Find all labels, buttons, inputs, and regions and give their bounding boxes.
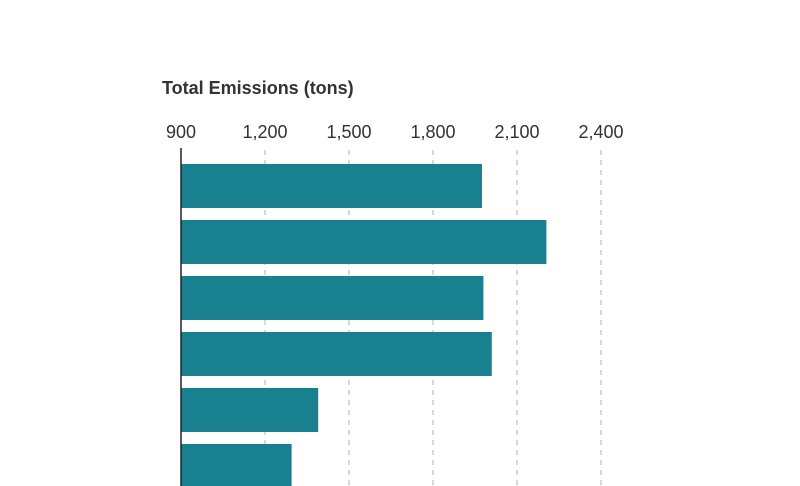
x-axis-ticks: 900 1,200 1,500 1,800 2,100 2,400 [166, 122, 624, 142]
x-tick-label: 1,200 [242, 122, 287, 142]
bar [181, 164, 482, 208]
x-tick-label: 1,500 [326, 122, 371, 142]
bar [181, 220, 547, 264]
x-tick-label: 2,400 [578, 122, 623, 142]
bar [181, 276, 484, 320]
x-tick-label: 2,100 [494, 122, 539, 142]
x-tick-label: 900 [166, 122, 196, 142]
x-tick-label: 1,800 [410, 122, 455, 142]
bar [181, 444, 292, 486]
bars [181, 164, 547, 486]
bar [181, 388, 319, 432]
chart-title: Total Emissions (tons) [162, 78, 354, 98]
bar [181, 332, 492, 376]
